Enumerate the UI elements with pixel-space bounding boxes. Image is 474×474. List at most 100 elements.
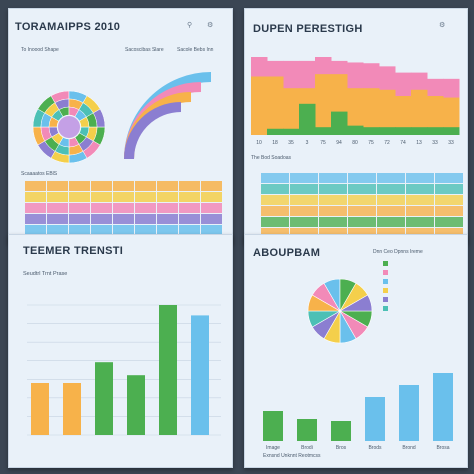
table-cell: [157, 214, 178, 224]
table-cell: [319, 173, 347, 183]
table-cell: [319, 195, 347, 205]
table-cell: [261, 228, 289, 238]
subtitle-a: To Inoood Shape: [21, 47, 59, 53]
settings-icon[interactable]: ⚙: [207, 22, 214, 29]
bar: [95, 362, 113, 435]
x-tick-label: 75: [320, 140, 326, 146]
table-cell: [91, 203, 112, 213]
bar: [433, 373, 453, 441]
table-cell: [261, 195, 289, 205]
bar: [127, 375, 145, 435]
table-cell: [69, 203, 90, 213]
table-cell: [113, 192, 134, 202]
area-step: [331, 111, 348, 135]
table-cell: [290, 195, 318, 205]
table-cell: [319, 206, 347, 216]
donut-segment: [79, 116, 90, 128]
panel-title: TEEMER TRENSTI: [23, 245, 124, 257]
x-tick-label: 75: [368, 140, 374, 146]
area-step: [283, 128, 300, 135]
panel2-graphics: 10 18 35 3 75 94 80 75 72 74 13 33 33: [251, 57, 463, 238]
area-step: [283, 88, 300, 135]
settings-icon[interactable]: ⚙: [439, 22, 446, 29]
table-cell: [135, 225, 156, 235]
pie-slice: [338, 294, 373, 312]
table-cell: [348, 184, 376, 194]
table-cell: [319, 217, 347, 227]
area-step: [315, 74, 332, 135]
table-cell: [69, 214, 90, 224]
x-tick-label: Brods: [368, 445, 382, 451]
table-cell: [135, 203, 156, 213]
table-cell: [69, 192, 90, 202]
x-tick-label: 13: [416, 140, 422, 146]
table-cell: [290, 228, 318, 238]
x-tick-label: 35: [288, 140, 294, 146]
legend-swatch: [383, 261, 388, 266]
table-cell: [406, 228, 434, 238]
table-cell: [201, 192, 222, 202]
panel-title: ABOUPBAM: [253, 247, 321, 259]
table-cell: [25, 225, 46, 235]
table-cell: [47, 225, 68, 235]
area-step: [347, 88, 364, 135]
area-step: [267, 128, 284, 135]
table-cell: [377, 217, 405, 227]
table-cell: [113, 181, 134, 191]
area-step: [411, 89, 428, 135]
area-step: [267, 76, 284, 135]
x-tick-label: 10: [256, 140, 262, 146]
bar: [191, 315, 209, 435]
panel-title: TORAMAIPPS 2010: [15, 21, 121, 33]
table-cell: [91, 181, 112, 191]
legend-swatch: [383, 288, 388, 293]
panel-bottom-right: ABOUPBAM Dnn Ceo Dpnns Ireme Image Brodi B…: [244, 234, 468, 468]
legend-header: Dnn Ceo Dpnns Ireme: [373, 249, 423, 255]
table-cell: [157, 225, 178, 235]
area-step: [427, 127, 444, 135]
table-cell: [377, 184, 405, 194]
table-cell: [406, 184, 434, 194]
table-cell: [377, 206, 405, 216]
table-cell: [91, 214, 112, 224]
x-tick-label: 33: [432, 140, 438, 146]
table-cell: [135, 214, 156, 224]
table-cell: [261, 184, 289, 194]
bar: [399, 385, 419, 441]
x-tick-label: 33: [448, 140, 454, 146]
panel-bottom-left: TEEMER TRENSTI Seudtrl Trnt Prase: [8, 234, 233, 468]
table-cell: [201, 214, 222, 224]
legend-swatch: [383, 306, 388, 311]
table-cell: [261, 206, 289, 216]
table-cell: [261, 217, 289, 227]
x-tick-label: Brond: [402, 445, 416, 451]
table-cell: [47, 192, 68, 202]
table-cell: [377, 173, 405, 183]
bar: [159, 305, 177, 435]
table-cell: [157, 181, 178, 191]
table-cell: [201, 203, 222, 213]
table-cell: [348, 195, 376, 205]
table-cell: [25, 181, 46, 191]
table-cell: [179, 214, 200, 224]
panel3-graphics: [27, 304, 221, 436]
table-cell: [113, 214, 134, 224]
table-cell: [113, 225, 134, 235]
table-cell: [135, 192, 156, 202]
table-cell: [290, 173, 318, 183]
legend-swatch: [383, 297, 388, 302]
share-icon[interactable]: ⚲: [187, 22, 193, 29]
table-cell: [69, 225, 90, 235]
table-cell: [406, 173, 434, 183]
area-step: [363, 127, 380, 135]
table-cell: [435, 173, 463, 183]
table-cell: [179, 192, 200, 202]
area-step: [395, 127, 412, 135]
table-legend-label: The Bod Soadoas: [251, 155, 292, 161]
x-tick-label: 3: [306, 140, 309, 146]
table-cell: [435, 184, 463, 194]
x-tick-label: Image: [266, 445, 280, 451]
table-cell: [25, 214, 46, 224]
table-cell: [377, 228, 405, 238]
table-cell: [179, 181, 200, 191]
